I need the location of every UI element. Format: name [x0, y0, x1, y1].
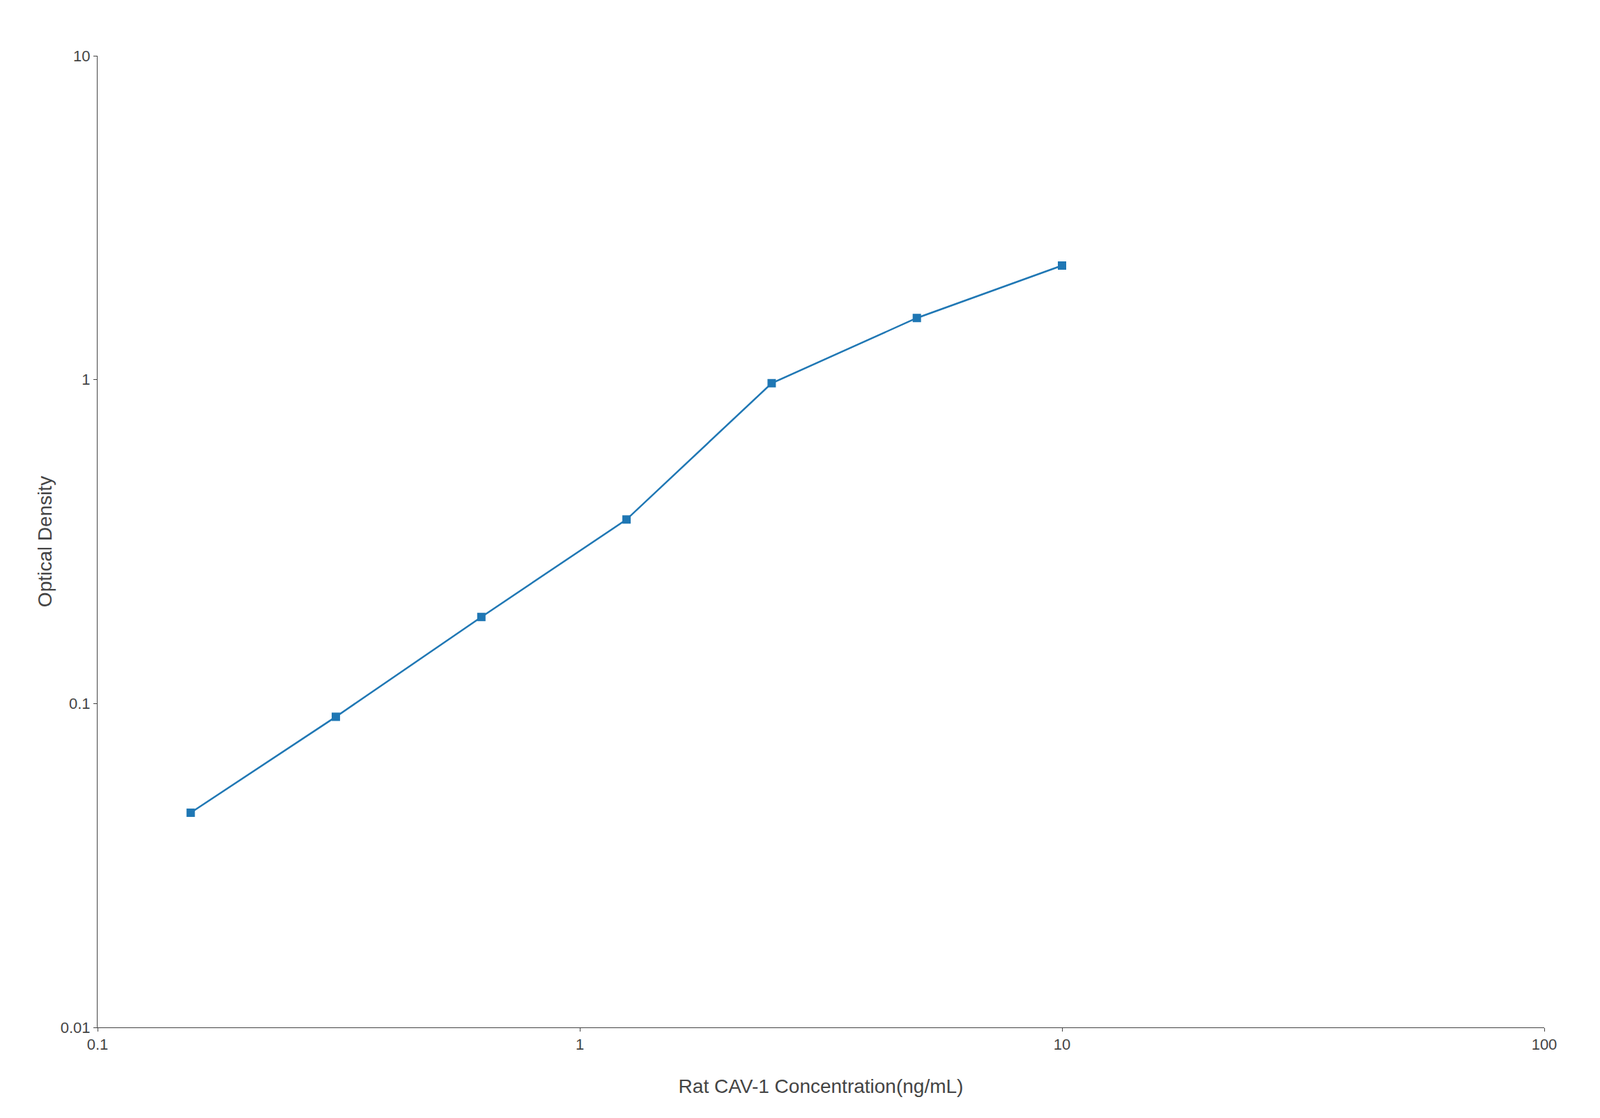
svg-text:1: 1 — [81, 370, 90, 389]
svg-text:0.01: 0.01 — [60, 1018, 91, 1037]
svg-text:Rat CAV-1 Concentration(ng/mL): Rat CAV-1 Concentration(ng/mL) — [678, 1075, 964, 1097]
svg-text:10: 10 — [1053, 1035, 1071, 1053]
svg-text:10: 10 — [73, 47, 90, 65]
svg-text:0.1: 0.1 — [68, 694, 91, 713]
svg-text:1: 1 — [575, 1035, 584, 1053]
svg-text:Optical Density: Optical Density — [34, 475, 56, 607]
svg-text:100: 100 — [1531, 1035, 1558, 1053]
svg-text:0.1: 0.1 — [87, 1035, 109, 1053]
